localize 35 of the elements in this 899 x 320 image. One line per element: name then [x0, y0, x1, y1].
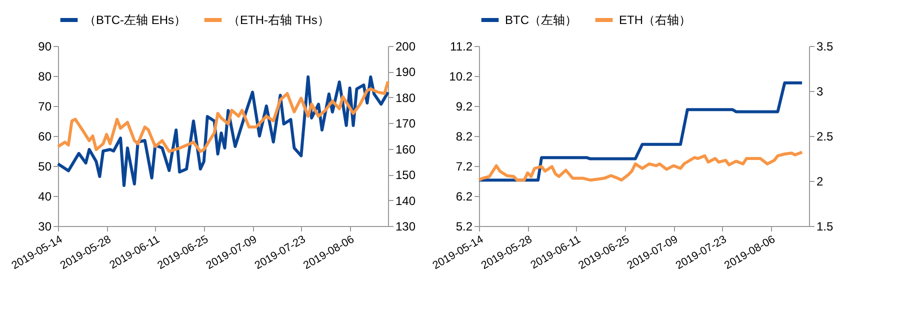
- y2-tick-label: 2.5: [816, 130, 834, 144]
- y-tick-label: 60: [38, 130, 52, 144]
- y-tick-label: 5.2: [456, 220, 473, 234]
- line-series: [56, 75, 390, 187]
- y2-tick-label: 140: [396, 194, 416, 208]
- legend-label: ETH（右轴）: [619, 13, 691, 27]
- y2-tick-label: 1.5: [816, 220, 834, 234]
- y-tick-label: 8.2: [456, 130, 473, 144]
- line-series: [478, 81, 804, 182]
- line-series: [478, 150, 804, 182]
- y-tick-label: 90: [38, 40, 52, 54]
- legend-label: BTC（左轴）: [505, 13, 577, 27]
- y-tick-label: 80: [38, 70, 52, 84]
- y2-tick-label: 190: [396, 65, 416, 80]
- y-tick-label: 7.2: [456, 160, 473, 174]
- line-series: [56, 80, 390, 153]
- y-tick-label: 10.2: [449, 70, 473, 84]
- y2-tick-label: 2: [816, 174, 824, 188]
- y2-tick-label: 200: [396, 40, 416, 54]
- y-tick-label: 40: [38, 190, 52, 204]
- y-tick-label: 30: [38, 220, 52, 234]
- y-tick-label: 9.2: [456, 100, 473, 114]
- y2-tick-label: 130: [396, 220, 416, 234]
- y2-tick-label: 160: [396, 142, 416, 156]
- legend-label: （BTC-左轴 EHs）: [84, 13, 186, 27]
- legend-label: （ETH-右轴 THs）: [228, 13, 330, 27]
- y2-tick-label: 3.5: [816, 40, 834, 54]
- y2-tick-label: 150: [396, 168, 416, 182]
- y2-tick-label: 3: [816, 84, 824, 98]
- y2-tick-label: 170: [396, 116, 416, 131]
- y2-tick-label: 180: [396, 90, 416, 105]
- y-tick-label: 70: [38, 100, 52, 114]
- y-tick-label: 50: [38, 160, 52, 174]
- y-tick-label: 11.2: [450, 40, 473, 54]
- y-tick-label: 6.2: [456, 190, 473, 204]
